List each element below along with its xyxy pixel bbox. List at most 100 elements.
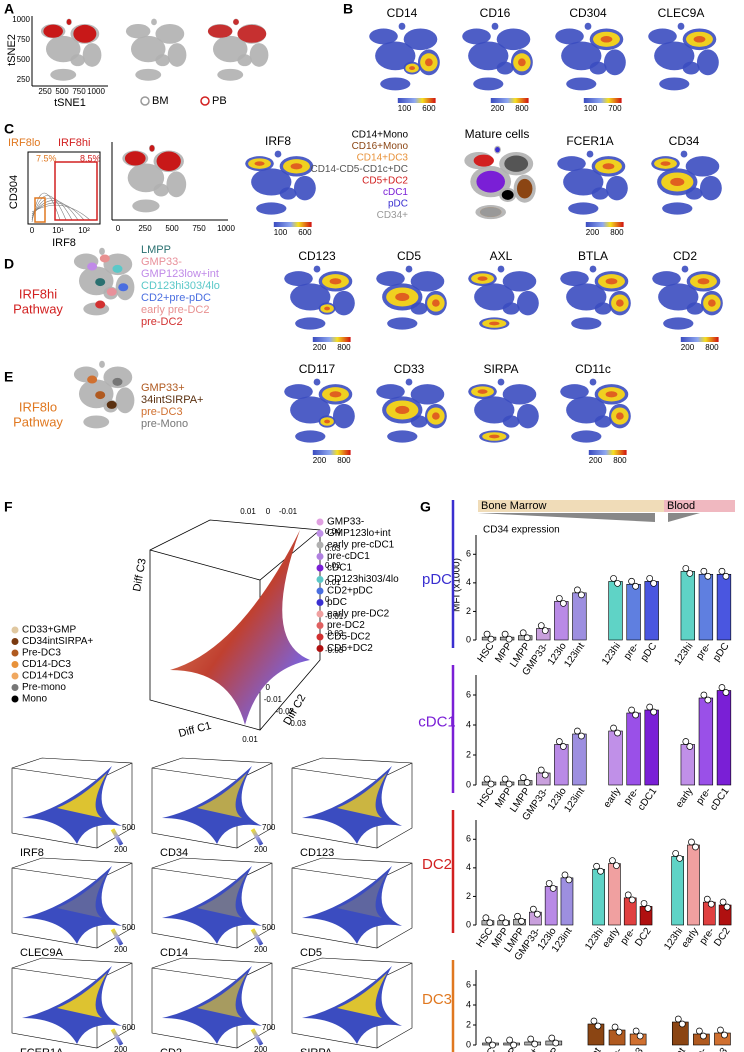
tsne-cluster <box>652 271 681 287</box>
legend-marker <box>140 96 150 106</box>
legend-label: CD14-DC3 <box>22 659 71 670</box>
tick-label: 6 <box>466 689 471 699</box>
tick-label: 6 <box>466 979 471 989</box>
colorbar <box>250 1028 264 1046</box>
replicate <box>688 838 695 846</box>
tsne-highlight <box>207 24 233 38</box>
replicate <box>703 895 711 903</box>
category-label: early <box>602 786 623 810</box>
marker-title: AXL <box>490 249 513 263</box>
tsne-cluster <box>375 41 416 71</box>
tick-label: -0.02 <box>325 629 344 638</box>
panel-letter: E <box>4 369 13 385</box>
tsne-cluster <box>212 35 248 63</box>
tsne-highlight <box>237 24 267 43</box>
tick-label: 1000 <box>217 224 235 233</box>
tsne-highlight <box>149 145 155 152</box>
colorbar-max: 500 <box>262 923 276 932</box>
tsne-cluster <box>685 187 703 200</box>
legend-label: pre-Mono <box>141 418 188 430</box>
plot-frame <box>27 151 101 225</box>
tsne-hot <box>708 299 716 307</box>
tsne-cluster <box>555 28 584 45</box>
colorbar <box>588 450 627 455</box>
legend-label: early pre-DC2 <box>327 609 390 620</box>
legend-marker <box>11 684 19 691</box>
tsne-cluster <box>516 290 539 316</box>
tsne-cluster <box>497 378 505 386</box>
legend-label: pre-DC2 <box>141 316 183 328</box>
tsne-hot <box>432 412 440 420</box>
legend-marker <box>316 541 324 549</box>
replicate <box>718 567 726 575</box>
tsne-cluster <box>274 150 282 158</box>
population <box>106 400 117 409</box>
gate <box>34 197 46 223</box>
replicate <box>514 912 521 920</box>
legend-label: PB <box>212 95 227 107</box>
tsne-hot <box>432 299 440 307</box>
tsne-cluster <box>410 302 428 315</box>
pathway-label: IRF8lo <box>19 399 57 414</box>
marker-title: CD34 <box>669 134 700 148</box>
legend-label: Pre-mono <box>22 682 66 693</box>
tick-label: 0.02 <box>325 561 341 570</box>
panel-letter: D <box>4 256 14 272</box>
legend-label: CD2+pre-pDC <box>141 292 211 304</box>
marker-title: CD2 <box>673 249 697 263</box>
population <box>476 170 505 193</box>
population <box>87 375 98 384</box>
legend-marker <box>316 576 324 583</box>
bar <box>716 573 732 641</box>
tsne-cluster <box>132 199 160 213</box>
marker-title: CD123 <box>300 847 334 859</box>
marker-title: CD117 <box>299 362 336 376</box>
tsne-cluster <box>313 265 321 273</box>
population <box>95 278 106 287</box>
category-label: pre- <box>694 641 713 662</box>
replicate <box>628 706 635 714</box>
tsne-cluster <box>658 283 699 311</box>
tsne-cluster <box>99 247 105 255</box>
tsne-cluster <box>376 384 405 400</box>
legend-label: GMP123low+int <box>141 268 219 280</box>
replicate <box>682 565 690 572</box>
replicate <box>723 903 731 911</box>
replicate <box>632 711 639 719</box>
replicate <box>722 572 730 580</box>
replicate <box>610 724 617 732</box>
replicate <box>707 900 715 908</box>
header-label: Bone Marrow <box>481 500 546 512</box>
category-label: 34int <box>666 1046 688 1052</box>
tick-label: 6 <box>466 834 471 844</box>
tick-label: 250 <box>17 75 31 84</box>
population <box>504 155 529 172</box>
marker-title: CD16 <box>480 6 511 20</box>
replicate <box>531 1040 539 1048</box>
legend-label: Mono <box>22 694 47 705</box>
legend-marker <box>316 645 324 652</box>
replicate <box>483 630 491 638</box>
colorbar-max: 700 <box>262 823 276 832</box>
bar <box>608 581 623 641</box>
category-label: early <box>680 926 701 950</box>
colorbar-min: 200 <box>114 845 128 854</box>
bar <box>626 712 641 786</box>
legend-label: GMP33+ <box>141 382 185 394</box>
tsne-hot <box>616 412 624 420</box>
tsne-hot <box>602 163 615 170</box>
legend-label: pre-DC2 <box>327 620 365 631</box>
replicate <box>485 1036 492 1044</box>
tick-label: 0.01 <box>242 735 258 744</box>
tsne-cluster <box>135 68 162 81</box>
tsne-cluster <box>256 202 287 215</box>
replicate <box>628 896 636 904</box>
colorbar-max: 800 <box>613 456 627 465</box>
category-label: pre- <box>605 1046 624 1052</box>
tsne-cluster <box>376 271 405 287</box>
tsne-cluster <box>45 35 81 63</box>
tsne-cluster <box>332 290 355 316</box>
legend-label: CD34+ <box>377 210 409 221</box>
bar <box>716 690 732 786</box>
